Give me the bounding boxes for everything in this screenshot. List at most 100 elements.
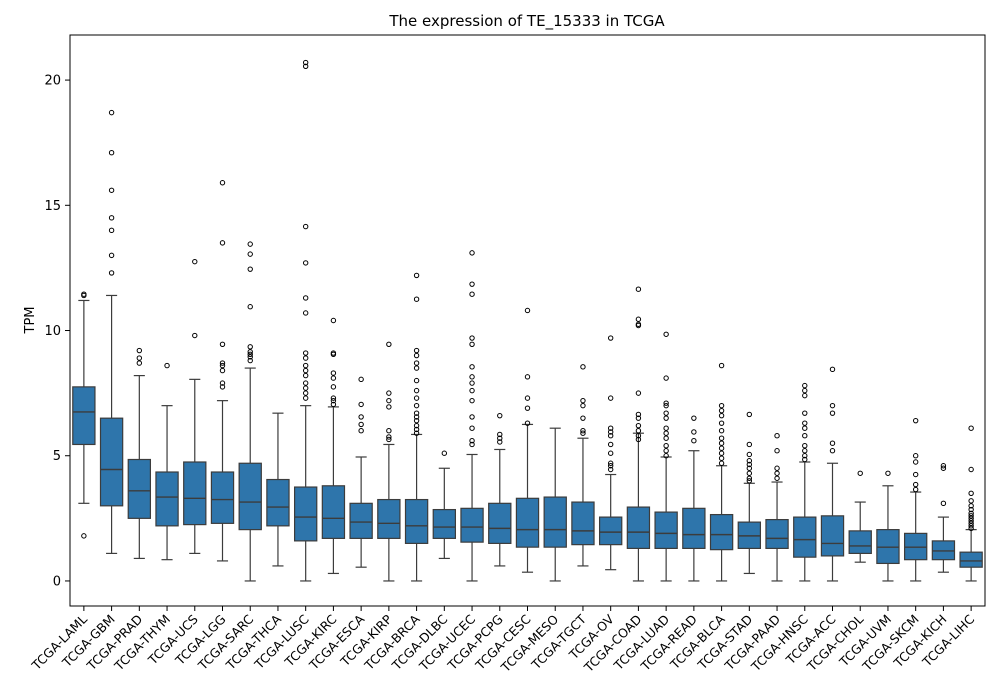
outlier-point — [718, 435, 725, 441]
outlier-point — [469, 438, 475, 444]
outlier-point — [413, 352, 420, 359]
outlier-point — [247, 266, 253, 272]
outlier-point — [663, 425, 669, 431]
outlier-point — [774, 465, 780, 471]
y-tick-label: 15 — [44, 199, 61, 214]
outlier-point — [524, 307, 531, 314]
box-iqr — [598, 516, 623, 546]
box-iqr — [404, 498, 429, 544]
outlier-point — [469, 250, 475, 256]
outlier-point — [108, 227, 115, 234]
outlier-point — [940, 463, 947, 469]
box-iqr — [654, 511, 678, 549]
outlier-point — [607, 466, 614, 473]
box-group-tcga-ucec — [460, 250, 484, 582]
outlier-point — [607, 460, 614, 466]
outlier-point — [302, 63, 309, 70]
outlier-point — [247, 241, 253, 247]
outlier-point — [469, 397, 475, 404]
outlier-point — [663, 402, 669, 409]
outlier-point — [386, 397, 392, 404]
outlier-point — [635, 411, 642, 418]
outlier-point — [829, 366, 836, 373]
outlier-point — [302, 390, 309, 396]
outlier-point — [663, 453, 669, 459]
box-iqr — [626, 506, 651, 549]
outlier-point — [469, 380, 475, 386]
box-group-tcga-esca — [349, 376, 373, 568]
outlier-point — [802, 392, 808, 399]
box-iqr — [515, 497, 540, 548]
outlier-point — [607, 433, 614, 439]
outlier-point — [247, 251, 253, 257]
outlier-point — [330, 350, 337, 356]
outlier-point — [81, 533, 87, 539]
outlier-point — [219, 367, 226, 374]
outlier-point — [469, 291, 475, 297]
outlier-point — [302, 59, 309, 66]
box-iqr — [848, 530, 872, 555]
outlier-point — [413, 395, 420, 401]
outlier-point — [386, 341, 392, 347]
outlier-point — [968, 518, 974, 524]
outlier-point — [912, 471, 919, 478]
outlier-point — [136, 360, 143, 366]
outlier-point — [829, 448, 836, 454]
outlier-point — [663, 400, 669, 406]
outlier-point — [774, 433, 780, 439]
outlier-point — [580, 427, 586, 434]
outlier-point — [968, 506, 974, 513]
box-iqr — [959, 551, 983, 568]
outlier-point — [635, 321, 642, 327]
box-group-tcga-hnsc — [793, 382, 817, 582]
y-axis: 0 5 10 15 20 — [44, 74, 70, 589]
box-group-tcga-pcpg — [488, 412, 512, 567]
outlier-point — [968, 520, 974, 527]
y-tick-label: 5 — [53, 449, 61, 464]
outlier-point — [413, 347, 420, 354]
outlier-point — [718, 460, 725, 466]
outlier-point — [302, 380, 309, 386]
outlier-point — [635, 415, 642, 421]
outlier-point — [691, 429, 697, 435]
outlier-point — [968, 510, 974, 517]
outlier-point — [330, 384, 337, 390]
outlier-point — [108, 109, 115, 116]
outlier-point — [247, 354, 253, 360]
outlier-point — [718, 445, 725, 451]
box-group-tcga-lihc — [959, 425, 983, 582]
outlier-point — [635, 286, 642, 292]
outlier-point — [497, 439, 503, 445]
outlier-point — [912, 459, 919, 465]
y-tick-label: 10 — [44, 324, 61, 339]
outlier-point — [413, 360, 420, 366]
box-group-tcga-stad — [737, 411, 762, 575]
outlier-point — [940, 465, 947, 471]
outlier-point — [968, 513, 974, 519]
outlier-point — [469, 425, 475, 431]
outlier-point — [358, 414, 364, 420]
box-iqr — [183, 461, 207, 526]
outlier-point — [968, 503, 974, 509]
outlier-point — [802, 456, 808, 463]
outlier-point — [358, 427, 364, 434]
outlier-point — [718, 420, 725, 426]
outlier-point — [746, 441, 753, 448]
chart-title: The expression of TE_15333 in TCGA — [388, 12, 665, 31]
outlier-point — [247, 349, 253, 355]
outlier-point — [829, 410, 836, 416]
outlier-point — [663, 375, 669, 381]
outlier-point — [413, 387, 420, 394]
outlier-point — [108, 187, 115, 193]
outlier-point — [746, 475, 753, 481]
outlier-point — [691, 415, 697, 421]
outlier-point — [774, 470, 780, 476]
box-group-tcga-luad — [654, 331, 678, 582]
outlier-point — [358, 401, 364, 408]
outlier-point — [802, 382, 808, 389]
outlier-point — [330, 395, 337, 401]
box-group-tcga-gbm — [99, 109, 124, 555]
outlier-point — [580, 397, 586, 404]
outlier-point — [164, 362, 170, 369]
